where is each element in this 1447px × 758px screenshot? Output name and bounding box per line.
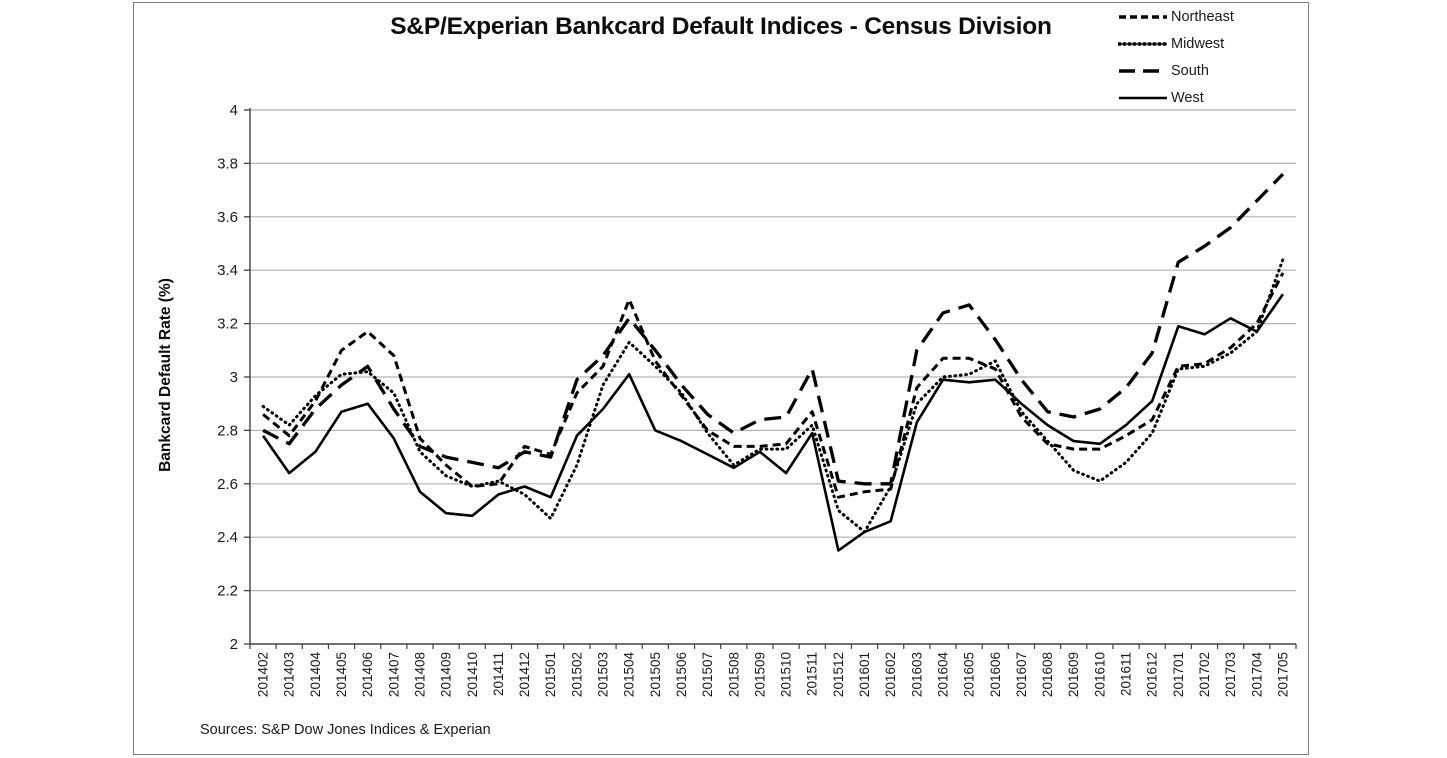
y-tick-label: 3.4 xyxy=(217,262,238,279)
y-tick-label: 3.2 xyxy=(217,316,238,333)
x-tick-label: 201704 xyxy=(1249,652,1264,698)
x-tick-label: 201604 xyxy=(935,652,950,698)
x-tick-label: 201703 xyxy=(1223,652,1238,697)
y-tick-label: 3 xyxy=(230,369,238,386)
chart-frame xyxy=(133,2,1309,755)
x-tick-label: 201509 xyxy=(752,652,767,697)
source-note: Sources: S&P Dow Jones Indices & Experia… xyxy=(200,722,491,738)
y-tick-label: 3.8 xyxy=(217,155,238,172)
x-tick-label: 201606 xyxy=(988,652,1003,697)
x-tick-label: 201504 xyxy=(622,652,637,698)
x-tick-label: 201502 xyxy=(569,652,584,697)
x-tick-label: 201406 xyxy=(360,652,375,697)
x-tick-label: 201407 xyxy=(386,652,401,697)
x-tick-label: 201409 xyxy=(439,652,454,697)
legend-item-south: South xyxy=(1118,61,1234,80)
legend-item-midwest: Midwest xyxy=(1118,34,1234,53)
y-tick-label: 2.2 xyxy=(217,583,238,600)
dashed-line-sample-icon xyxy=(1119,14,1167,19)
x-tick-label: 201601 xyxy=(857,652,872,697)
chart-title: S&P/Experian Bankcard Default Indices - … xyxy=(390,13,1052,40)
y-tick-label: 4 xyxy=(230,102,238,119)
x-tick-label: 201505 xyxy=(648,652,663,697)
long-dash-line-sample-icon xyxy=(1119,68,1167,73)
x-tick-label: 201612 xyxy=(1145,652,1160,697)
legend-item-label: Midwest xyxy=(1171,35,1225,52)
legend: Northeast Midwest South West xyxy=(1118,7,1234,107)
x-tick-label: 201611 xyxy=(1119,652,1134,696)
x-tick-label: 201605 xyxy=(962,652,977,697)
x-tick-label: 201508 xyxy=(726,652,741,697)
x-tick-label: 201705 xyxy=(1275,652,1290,697)
x-tick-label: 201412 xyxy=(517,652,532,697)
x-tick-label: 201512 xyxy=(831,652,846,697)
legend-item-label: Northeast xyxy=(1171,8,1234,25)
x-tick-label: 201501 xyxy=(543,652,558,697)
x-tick-label: 201608 xyxy=(1040,652,1055,697)
y-tick-label: 3.6 xyxy=(217,209,238,226)
x-tick-label: 201410 xyxy=(465,652,480,697)
series-line-midwest xyxy=(261,258,1285,534)
x-tick-label: 201510 xyxy=(779,652,794,697)
x-tick-label: 201511 xyxy=(805,652,820,696)
series-line-northeast xyxy=(262,272,1285,499)
x-tick-label: 201402 xyxy=(256,652,271,697)
x-tick-label: 201702 xyxy=(1197,652,1212,697)
x-tick-label: 201503 xyxy=(596,652,611,697)
series-line-west xyxy=(262,293,1284,552)
x-tick-label: 201403 xyxy=(282,652,297,697)
x-tick-label: 201507 xyxy=(700,652,715,697)
x-tick-label: 201603 xyxy=(909,652,924,697)
x-tick-label: 201408 xyxy=(412,652,427,697)
series-line-south xyxy=(262,172,1285,486)
solid-line-sample-icon xyxy=(1119,96,1167,99)
y-tick-label: 2.6 xyxy=(217,476,238,493)
dotted-line-sample-icon xyxy=(1118,41,1168,46)
x-tick-label: 201602 xyxy=(883,652,898,697)
legend-item-label: West xyxy=(1171,89,1204,106)
legend-item-label: South xyxy=(1171,62,1209,79)
legend-item-west: West xyxy=(1118,88,1234,107)
y-tick-label: 2.8 xyxy=(217,422,238,439)
y-tick-label: 2.4 xyxy=(217,529,238,546)
y-tick-label: 2 xyxy=(230,636,238,653)
x-tick-label: 201610 xyxy=(1092,652,1107,697)
legend-item-northeast: Northeast xyxy=(1118,7,1234,26)
x-tick-label: 201609 xyxy=(1066,652,1081,697)
x-tick-label: 201607 xyxy=(1014,652,1029,697)
x-tick-label: 201506 xyxy=(674,652,689,697)
x-tick-label: 201404 xyxy=(308,652,323,698)
x-tick-label: 201405 xyxy=(334,652,349,697)
x-tick-label: 201411 xyxy=(491,652,506,696)
x-tick-label: 201701 xyxy=(1171,652,1186,697)
